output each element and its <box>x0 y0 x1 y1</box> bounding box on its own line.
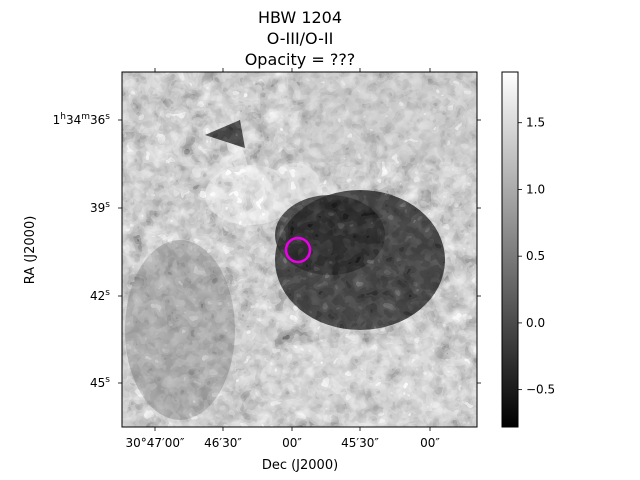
y-tick-label-1: 1h34m36s <box>53 112 111 127</box>
y-tick-label-4: 45s <box>90 375 110 390</box>
colorbar-tick-label: 0.0 <box>526 316 545 330</box>
y-axis-label: RA (J2000) <box>23 216 38 285</box>
x-axis-label: Dec (J2000) <box>262 458 338 473</box>
colorbar: 1.5 1.0 0.5 0.0 −0.5 <box>501 71 555 428</box>
x-tick-marks <box>154 68 431 431</box>
colorbar-ticks: 1.5 1.0 0.5 0.0 −0.5 <box>518 116 555 397</box>
x-tick-label-1: 30°47′00″ <box>125 436 185 450</box>
colorbar-tick-label: −0.5 <box>526 383 555 397</box>
x-axis: 30°47′00″ 46′30″ 00″ 45′30″ 00″ Dec (J20… <box>125 68 440 473</box>
x-tick-label-3: 00″ <box>282 436 302 450</box>
colorbar-tick-label: 1.0 <box>526 182 545 196</box>
image-panel <box>122 72 477 427</box>
colorbar-tick-label: 0.5 <box>526 249 545 263</box>
colorbar-tick-label: 1.5 <box>526 116 545 130</box>
y-axis: 1h34m36s 39s 42s 45s RA (J2000) <box>23 112 481 390</box>
x-tick-label-2: 46′30″ <box>204 436 242 450</box>
aperture-marker-circle <box>284 236 312 264</box>
y-tick-label-3: 42s <box>90 288 110 303</box>
title-line-1: HBW 1204 <box>258 8 342 27</box>
title: HBW 1204 O-III/O-II Opacity = ??? <box>245 8 356 69</box>
x-tick-label-4: 45′30″ <box>341 436 379 450</box>
image-speckle <box>122 72 477 427</box>
y-tick-label-2: 39s <box>90 200 110 215</box>
title-line-2: O-III/O-II <box>267 29 334 48</box>
y-tick-marks <box>118 119 481 384</box>
x-tick-label-5: 00″ <box>420 436 440 450</box>
image-frame <box>121 71 478 428</box>
colorbar-gradient <box>501 71 519 428</box>
title-line-3: Opacity = ??? <box>245 50 356 69</box>
